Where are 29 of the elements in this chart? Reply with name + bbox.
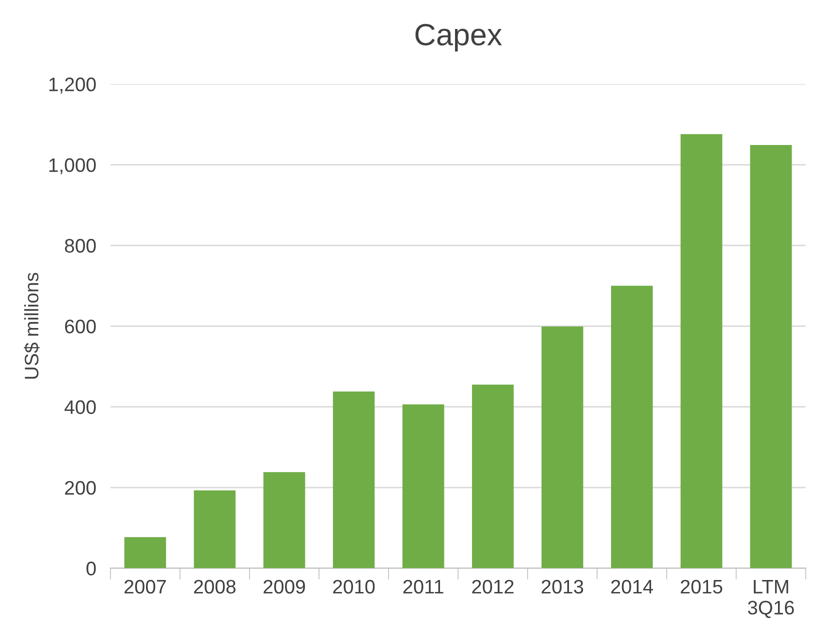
bar — [611, 286, 653, 568]
x-tick-label: 2008 — [194, 580, 236, 594]
y-tick-label: 0 — [86, 562, 96, 576]
x-tick-label: 2013 — [542, 580, 584, 594]
bar — [263, 472, 306, 568]
x-tick-label: LTM 3Q16 — [748, 580, 794, 618]
bar — [542, 326, 584, 568]
y-tick-label: 600 — [65, 320, 96, 334]
bar — [750, 145, 792, 568]
x-tick-label: 2009 — [264, 580, 305, 594]
y-tick-label: 800 — [64, 238, 96, 253]
bar — [332, 392, 375, 568]
y-tick-label: 1,000 — [49, 158, 96, 174]
bar — [194, 490, 236, 568]
x-tick-label: 2012 — [472, 580, 514, 594]
x-tick-label: 2014 — [611, 580, 653, 594]
y-tick-label: 1,200 — [49, 78, 96, 94]
y-tick-label: 200 — [65, 480, 96, 495]
chart-title: Capex — [415, 24, 502, 52]
bar — [124, 537, 166, 568]
x-tick-label: 2011 — [403, 580, 444, 594]
x-tick-label: 2010 — [333, 580, 375, 594]
x-tick-label: 2007 — [124, 580, 166, 594]
y-axis-title: US$ millions — [24, 272, 40, 379]
x-tick-label: 2015 — [680, 580, 722, 594]
bar — [680, 134, 722, 568]
bar — [402, 404, 444, 568]
y-tick-label: 400 — [64, 400, 96, 414]
bar — [472, 384, 514, 568]
